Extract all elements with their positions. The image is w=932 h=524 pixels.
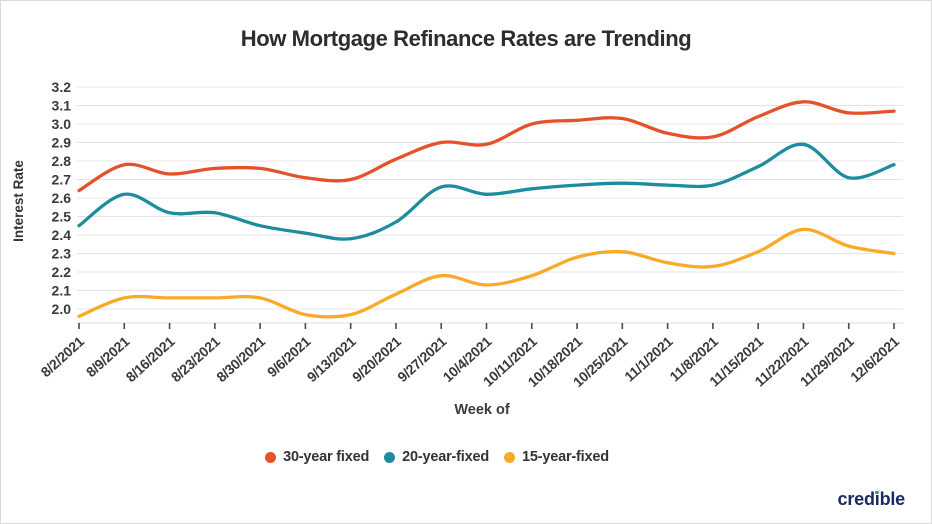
legend-label: 15-year-fixed [522, 449, 609, 465]
legend-label: 20-year-fixed [402, 449, 490, 465]
y-tick-label: 2.7 [52, 172, 72, 188]
y-tick-label: 2.2 [52, 264, 72, 280]
x-tick-label: 8/23/2021 [168, 333, 223, 385]
y-axis-labels: 3.2 3.1 3.0 2.9 2.8 2.7 2.6 2.5 2.4 2.3 2.2 2.1 2.0 [52, 79, 72, 317]
y-tick-label: 2.1 [52, 283, 72, 299]
y-tick-label: 2.8 [52, 153, 72, 169]
legend-dot-icon [504, 451, 516, 463]
y-tick-label: 3.1 [52, 98, 72, 114]
chart-legend: 30-year fixed 20-year-fixed 15-year-fixed [1, 449, 931, 465]
x-tick-label: 9/27/2021 [394, 333, 449, 385]
y-tick-label: 2.4 [52, 227, 72, 243]
x-axis-ticks [78, 323, 895, 329]
x-tick-label: 8/16/2021 [123, 333, 178, 385]
logo-text-pre: cred [837, 489, 875, 509]
y-tick-label: 2.5 [52, 209, 72, 225]
x-axis-labels: 8/2/20218/9/20218/16/20218/23/20218/30/2… [38, 333, 903, 390]
y-tick-label: 2.0 [52, 301, 72, 317]
credible-logo: credı ble [837, 489, 906, 509]
x-tick-label: 8/2/2021 [38, 333, 88, 380]
legend-dot-icon [384, 451, 396, 463]
y-tick-label: 3.2 [52, 79, 72, 95]
y-axis-title: Interest Rate [11, 160, 26, 242]
legend-item-15-year-fixed: 15-year-fixed [504, 449, 609, 465]
x-tick-label: 9/13/2021 [304, 333, 359, 385]
legend-dot-icon [265, 451, 277, 463]
y-tick-label: 3.0 [52, 116, 72, 132]
gridlines [77, 86, 903, 310]
legend-item-20-year-fixed: 20-year-fixed [384, 449, 489, 465]
x-axis-title: Week of [454, 402, 510, 418]
y-tick-label: 2.9 [52, 135, 72, 151]
legend-item-30-year-fixed: 30-year fixed [265, 449, 369, 465]
series-line-30-year-fixed [77, 100, 896, 193]
y-tick-label: 2.3 [52, 246, 72, 262]
logo-i-dot-icon [875, 490, 879, 495]
y-tick-label: 2.6 [52, 190, 72, 206]
logo-letter-i: ı [874, 489, 880, 509]
series-line-20-year-fixed [77, 142, 896, 241]
chart-svg: 3.2 3.1 3.0 2.9 2.8 2.7 2.6 2.5 2.4 2.3 2.2 2.1 2.0 I… [11, 79, 903, 418]
legend-label: 30-year fixed [283, 449, 370, 465]
x-tick-label: 11/1/2021 [621, 333, 676, 385]
x-tick-label: 9/20/2021 [349, 333, 404, 385]
x-tick-label: 8/30/2021 [213, 333, 268, 385]
logo-text-post: ble [879, 489, 906, 509]
chart-title: How Mortgage Refinance Rates are Trendin… [240, 26, 692, 51]
x-tick-label: 12/6/2021 [847, 333, 902, 385]
series-line-15-year-fixed [77, 227, 896, 319]
